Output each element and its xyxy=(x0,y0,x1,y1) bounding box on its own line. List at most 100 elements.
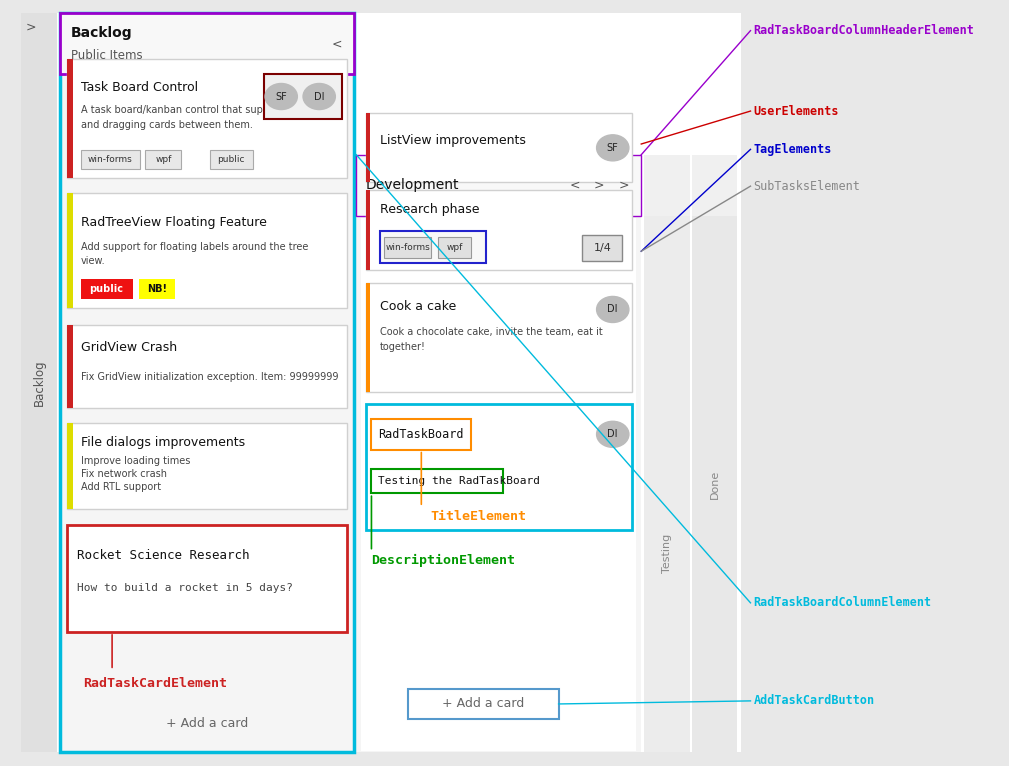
Bar xyxy=(361,218,637,751)
Bar xyxy=(365,404,632,530)
Text: Public Items: Public Items xyxy=(72,50,143,62)
Bar xyxy=(68,325,73,408)
Bar xyxy=(365,190,370,270)
Bar xyxy=(210,150,252,169)
Bar xyxy=(371,469,502,493)
Text: win-forms: win-forms xyxy=(88,155,132,164)
Text: TitleElement: TitleElement xyxy=(431,510,527,522)
Text: GridView Crash: GridView Crash xyxy=(81,342,177,354)
Bar xyxy=(68,325,347,408)
Text: Development: Development xyxy=(365,178,459,192)
Text: SF: SF xyxy=(606,142,619,153)
Text: DI: DI xyxy=(314,91,325,102)
Text: SubTasksElement: SubTasksElement xyxy=(754,180,861,192)
Text: Cook a chocolate cake, invite the team, eat it: Cook a chocolate cake, invite the team, … xyxy=(380,327,602,338)
Bar xyxy=(68,423,347,509)
Bar xyxy=(365,283,632,392)
Text: Cook a cake: Cook a cake xyxy=(380,300,456,313)
Bar xyxy=(409,689,559,719)
Text: TagElements: TagElements xyxy=(754,143,831,155)
Text: DescriptionElement: DescriptionElement xyxy=(371,554,516,568)
Text: File dialogs improvements: File dialogs improvements xyxy=(81,437,245,449)
Bar xyxy=(356,155,642,216)
Text: >: > xyxy=(26,21,36,33)
Text: wpf: wpf xyxy=(155,155,172,164)
Circle shape xyxy=(596,296,629,322)
Text: Fix GridView initialization exception. Item: 99999999: Fix GridView initialization exception. I… xyxy=(81,372,338,382)
Bar xyxy=(145,150,182,169)
Bar xyxy=(68,59,347,178)
Bar xyxy=(356,155,642,752)
Text: Testing the RadTaskBoard: Testing the RadTaskBoard xyxy=(378,476,540,486)
Text: NB!: NB! xyxy=(146,283,166,294)
Bar xyxy=(60,13,354,74)
Text: <: < xyxy=(569,179,580,192)
Text: public: public xyxy=(90,283,123,294)
Bar xyxy=(383,237,431,258)
Text: Add RTL support: Add RTL support xyxy=(81,482,160,493)
Bar xyxy=(264,74,342,119)
Bar xyxy=(438,237,471,258)
Bar xyxy=(644,155,690,216)
Text: + Add a card: + Add a card xyxy=(165,718,248,730)
Text: Add support for floating labels around the tree: Add support for floating labels around t… xyxy=(81,241,308,252)
Bar xyxy=(691,155,738,752)
Text: DI: DI xyxy=(607,429,618,440)
Bar xyxy=(21,13,741,752)
Text: Fix network crash: Fix network crash xyxy=(81,469,166,480)
Text: AddTaskCardButton: AddTaskCardButton xyxy=(754,695,875,707)
Text: and dragging cards between them.: and dragging cards between them. xyxy=(81,119,252,130)
Text: >: > xyxy=(619,179,630,192)
Text: RadTaskBoard: RadTaskBoard xyxy=(378,428,463,440)
Text: Testing: Testing xyxy=(662,534,672,574)
Text: Rocket Science Research: Rocket Science Research xyxy=(77,549,249,561)
Bar xyxy=(68,193,347,308)
Bar xyxy=(81,150,139,169)
Bar xyxy=(21,13,57,752)
Text: DI: DI xyxy=(607,304,618,315)
Bar xyxy=(582,235,623,261)
Text: RadTaskBoardColumnElement: RadTaskBoardColumnElement xyxy=(754,597,931,609)
Text: 1/4: 1/4 xyxy=(593,243,611,254)
Bar xyxy=(371,419,471,450)
Text: wpf: wpf xyxy=(446,243,463,252)
Bar xyxy=(68,525,347,632)
Bar xyxy=(365,190,632,270)
Text: Improve loading times: Improve loading times xyxy=(81,456,190,466)
Text: Task Board Control: Task Board Control xyxy=(81,81,198,93)
Bar xyxy=(380,231,486,263)
Text: UserElements: UserElements xyxy=(754,105,838,117)
Text: view.: view. xyxy=(81,256,105,267)
Text: >: > xyxy=(593,179,603,192)
Text: Done: Done xyxy=(709,470,719,499)
Bar xyxy=(68,59,73,178)
Text: SF: SF xyxy=(275,91,288,102)
Circle shape xyxy=(596,421,629,447)
Circle shape xyxy=(596,135,629,161)
Text: Research phase: Research phase xyxy=(380,203,479,215)
Text: + Add a card: + Add a card xyxy=(442,698,525,710)
Text: A task board/kanban control that supports columns: A task board/kanban control that support… xyxy=(81,105,332,116)
Text: RadTreeView Floating Feature: RadTreeView Floating Feature xyxy=(81,216,266,228)
Text: How to build a rocket in 5 days?: How to build a rocket in 5 days? xyxy=(77,582,293,593)
Bar xyxy=(138,279,175,299)
Text: Backlog: Backlog xyxy=(32,360,45,406)
Bar xyxy=(60,13,354,752)
Bar xyxy=(691,155,738,216)
Text: RadTaskCardElement: RadTaskCardElement xyxy=(84,677,228,689)
Text: ListView improvements: ListView improvements xyxy=(380,134,526,146)
Text: Backlog: Backlog xyxy=(72,26,133,40)
Bar xyxy=(68,423,73,509)
Text: <: < xyxy=(332,38,342,50)
Text: win-forms: win-forms xyxy=(385,243,430,252)
Text: together!: together! xyxy=(380,342,426,352)
Circle shape xyxy=(303,83,335,110)
Bar xyxy=(365,283,370,392)
Bar xyxy=(68,193,73,308)
Bar xyxy=(81,279,133,299)
Bar xyxy=(365,113,632,182)
Bar xyxy=(644,155,690,752)
Text: public: public xyxy=(218,155,245,164)
Text: RadTaskBoardColumnHeaderElement: RadTaskBoardColumnHeaderElement xyxy=(754,25,975,37)
Circle shape xyxy=(265,83,298,110)
